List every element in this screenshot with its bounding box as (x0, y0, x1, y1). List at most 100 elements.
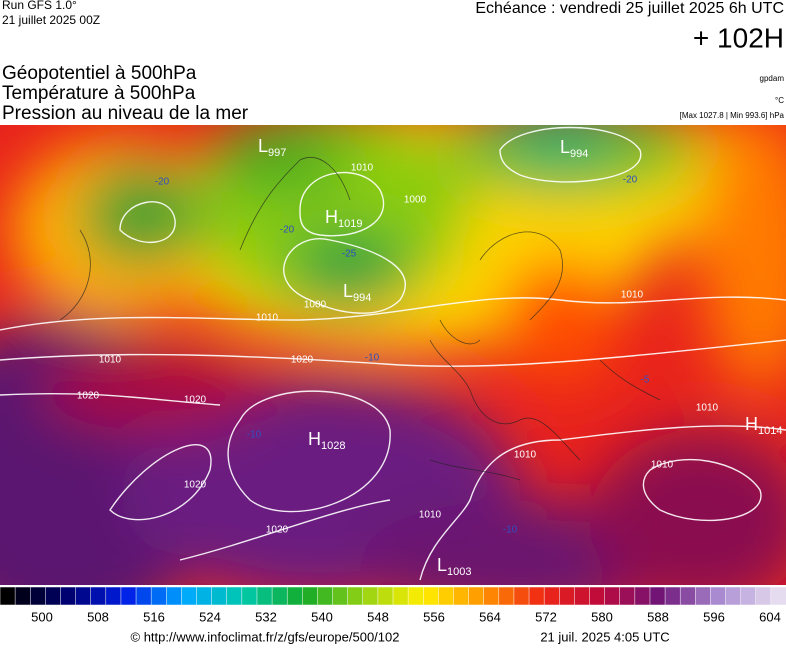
color-swatch (528, 586, 545, 606)
colorbar-label: 500 (31, 609, 53, 624)
center-type: H (308, 429, 321, 449)
color-swatch (332, 586, 349, 606)
unit: gpdam (760, 74, 785, 83)
center-value: 1028 (321, 440, 345, 452)
center-type: L (258, 136, 268, 156)
isobar-label: 1020 (184, 480, 207, 491)
colorbar-label: 508 (87, 609, 109, 624)
color-swatch (150, 586, 168, 606)
colorbar-label: 572 (535, 609, 557, 624)
colorbar-label: 564 (479, 609, 501, 624)
footer-url: © http://www.infoclimat.fr/z/gfs/europe/… (131, 629, 400, 644)
color-swatch (574, 586, 591, 606)
isobar-label: 1010 (419, 510, 442, 521)
colorbar-label: 604 (759, 609, 781, 624)
color-swatch (135, 586, 152, 606)
color-swatch (725, 586, 742, 606)
color-swatch (559, 586, 576, 606)
color-swatch (90, 586, 107, 606)
center-type: L (437, 555, 447, 575)
colorbar-label: 516 (143, 609, 165, 624)
isobar-label: 1020 (184, 395, 207, 406)
color-swatch (29, 586, 47, 606)
isobar-label: 1020 (291, 355, 314, 366)
color-swatch (634, 586, 651, 606)
color-swatch (619, 586, 636, 606)
color-swatch (483, 586, 500, 606)
title: Géopotentiel à 500hPa (2, 63, 197, 84)
color-swatch (649, 586, 666, 606)
temperature-label: -10 (503, 525, 518, 536)
title: Pression au niveau de la mer (2, 103, 249, 124)
temperature-label: -10 (365, 353, 380, 364)
color-swatch (241, 586, 258, 606)
color-swatch (710, 586, 727, 606)
title: Température à 500hPa (2, 83, 196, 104)
color-swatch (513, 586, 530, 606)
center-value: 1019 (338, 218, 362, 230)
isobar-label: 1020 (77, 391, 100, 402)
unit: [Max 1027.8 | Min 993.6] hPa (680, 111, 785, 120)
isobar-label: 1010 (621, 290, 644, 301)
colorbar-label: 556 (423, 609, 445, 624)
colorbar: 500 508 516 524 532 540 548 556 564 572 580 588 596 6… (0, 586, 786, 624)
isobar-label: 1000 (304, 300, 327, 311)
color-swatch (317, 586, 334, 606)
isobar-label: 1010 (696, 403, 719, 414)
temperature-label: -10 (247, 430, 262, 441)
color-swatch (604, 586, 621, 606)
pressure-center: H1028 (308, 429, 345, 452)
color-swatch (543, 586, 561, 606)
color-swatch (695, 586, 712, 606)
center-value: 994 (570, 148, 588, 160)
color-swatch (181, 586, 198, 606)
center-type: H (325, 207, 338, 227)
colorbar-label: 540 (311, 609, 333, 624)
isobar-label: 1010 (651, 460, 674, 471)
pressure-center: H1019 (325, 207, 362, 230)
isobar-label: 1020 (266, 525, 289, 536)
color-swatch (422, 586, 440, 606)
color-swatch (211, 586, 228, 606)
pressure-center: H1014 (745, 414, 782, 437)
run-date: 21 juillet 2025 00Z (2, 13, 100, 27)
pressure-center: L997 (258, 136, 286, 159)
color-swatch (740, 586, 757, 606)
isobar-label: 1000 (404, 195, 427, 206)
temperature-label: -20 (280, 225, 295, 236)
color-swatch (755, 586, 772, 606)
color-swatch (286, 586, 304, 606)
isobar-label: 1010 (256, 313, 279, 324)
color-swatch (438, 586, 455, 606)
colorbar-label: 532 (255, 609, 277, 624)
color-swatch (271, 586, 288, 606)
color-swatch (407, 586, 424, 606)
center-value: 1003 (447, 566, 471, 578)
footer-time: 21 juil. 2025 4:05 UTC (540, 629, 669, 644)
colorbar-label: 596 (703, 609, 725, 624)
colorbar-label: 524 (199, 609, 221, 624)
isobar-labels: 1010 1000 1010 1010 1020 1020 1020 1020 1020 1010… (77, 163, 719, 536)
color-swatch (120, 586, 137, 606)
lead-time: + 102H (693, 22, 784, 53)
color-swatch (377, 586, 394, 606)
temperature-label: -25 (342, 249, 357, 260)
center-type: L (343, 281, 353, 301)
colorbar-label: 588 (647, 609, 669, 624)
color-swatch (589, 586, 606, 606)
pressure-center: L994 (343, 281, 371, 304)
color-swatch (196, 586, 213, 606)
color-swatch (679, 586, 697, 606)
color-swatch (166, 586, 183, 606)
center-value: 994 (353, 292, 371, 304)
colorbar-label: 580 (591, 609, 613, 624)
center-value: 1014 (758, 425, 782, 437)
center-type: L (560, 137, 570, 157)
colorbar-label: 548 (367, 609, 389, 624)
color-swatch (362, 586, 379, 606)
color-swatch (75, 586, 92, 606)
echeance: Echéance : vendredi 25 juillet 2025 6h U… (475, 0, 784, 17)
temperature-label: -20 (623, 175, 638, 186)
color-swatch (45, 586, 62, 606)
